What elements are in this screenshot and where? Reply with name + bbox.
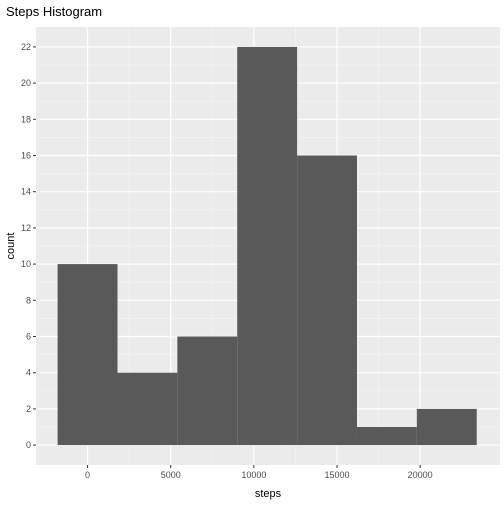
x-tick-label: 10000 [241, 470, 266, 480]
x-axis-label: steps [255, 488, 282, 500]
histogram-bar-6 [416, 408, 477, 446]
x-tick-label: 15000 [325, 470, 350, 480]
y-tick-label: 8 [26, 295, 31, 305]
y-tick-label: 0 [26, 440, 31, 450]
histogram-bar-5 [356, 426, 417, 446]
y-tick-label: 4 [26, 368, 31, 378]
x-tick-label: 0 [85, 470, 90, 480]
y-tick-label: 18 [21, 114, 31, 124]
y-tick-label: 16 [21, 151, 31, 161]
histogram-bar-2 [177, 336, 238, 446]
histogram-bar-3 [237, 46, 298, 446]
x-tick-label: 5000 [161, 470, 181, 480]
y-axis-label: count [5, 233, 17, 260]
y-tick-label: 14 [21, 187, 31, 197]
y-tick-label: 2 [26, 404, 31, 414]
x-tick-label: 20000 [408, 470, 433, 480]
y-tick-label: 10 [21, 259, 31, 269]
y-tick-label: 20 [21, 78, 31, 88]
chart-title: Steps Histogram [6, 4, 103, 19]
histogram-bar-4 [297, 155, 357, 446]
histogram-bar-1 [117, 372, 178, 446]
y-tick-label: 6 [26, 331, 31, 341]
histogram-bar-0 [57, 264, 118, 446]
y-tick-label: 12 [21, 223, 31, 233]
y-tick-label: 22 [21, 42, 31, 52]
